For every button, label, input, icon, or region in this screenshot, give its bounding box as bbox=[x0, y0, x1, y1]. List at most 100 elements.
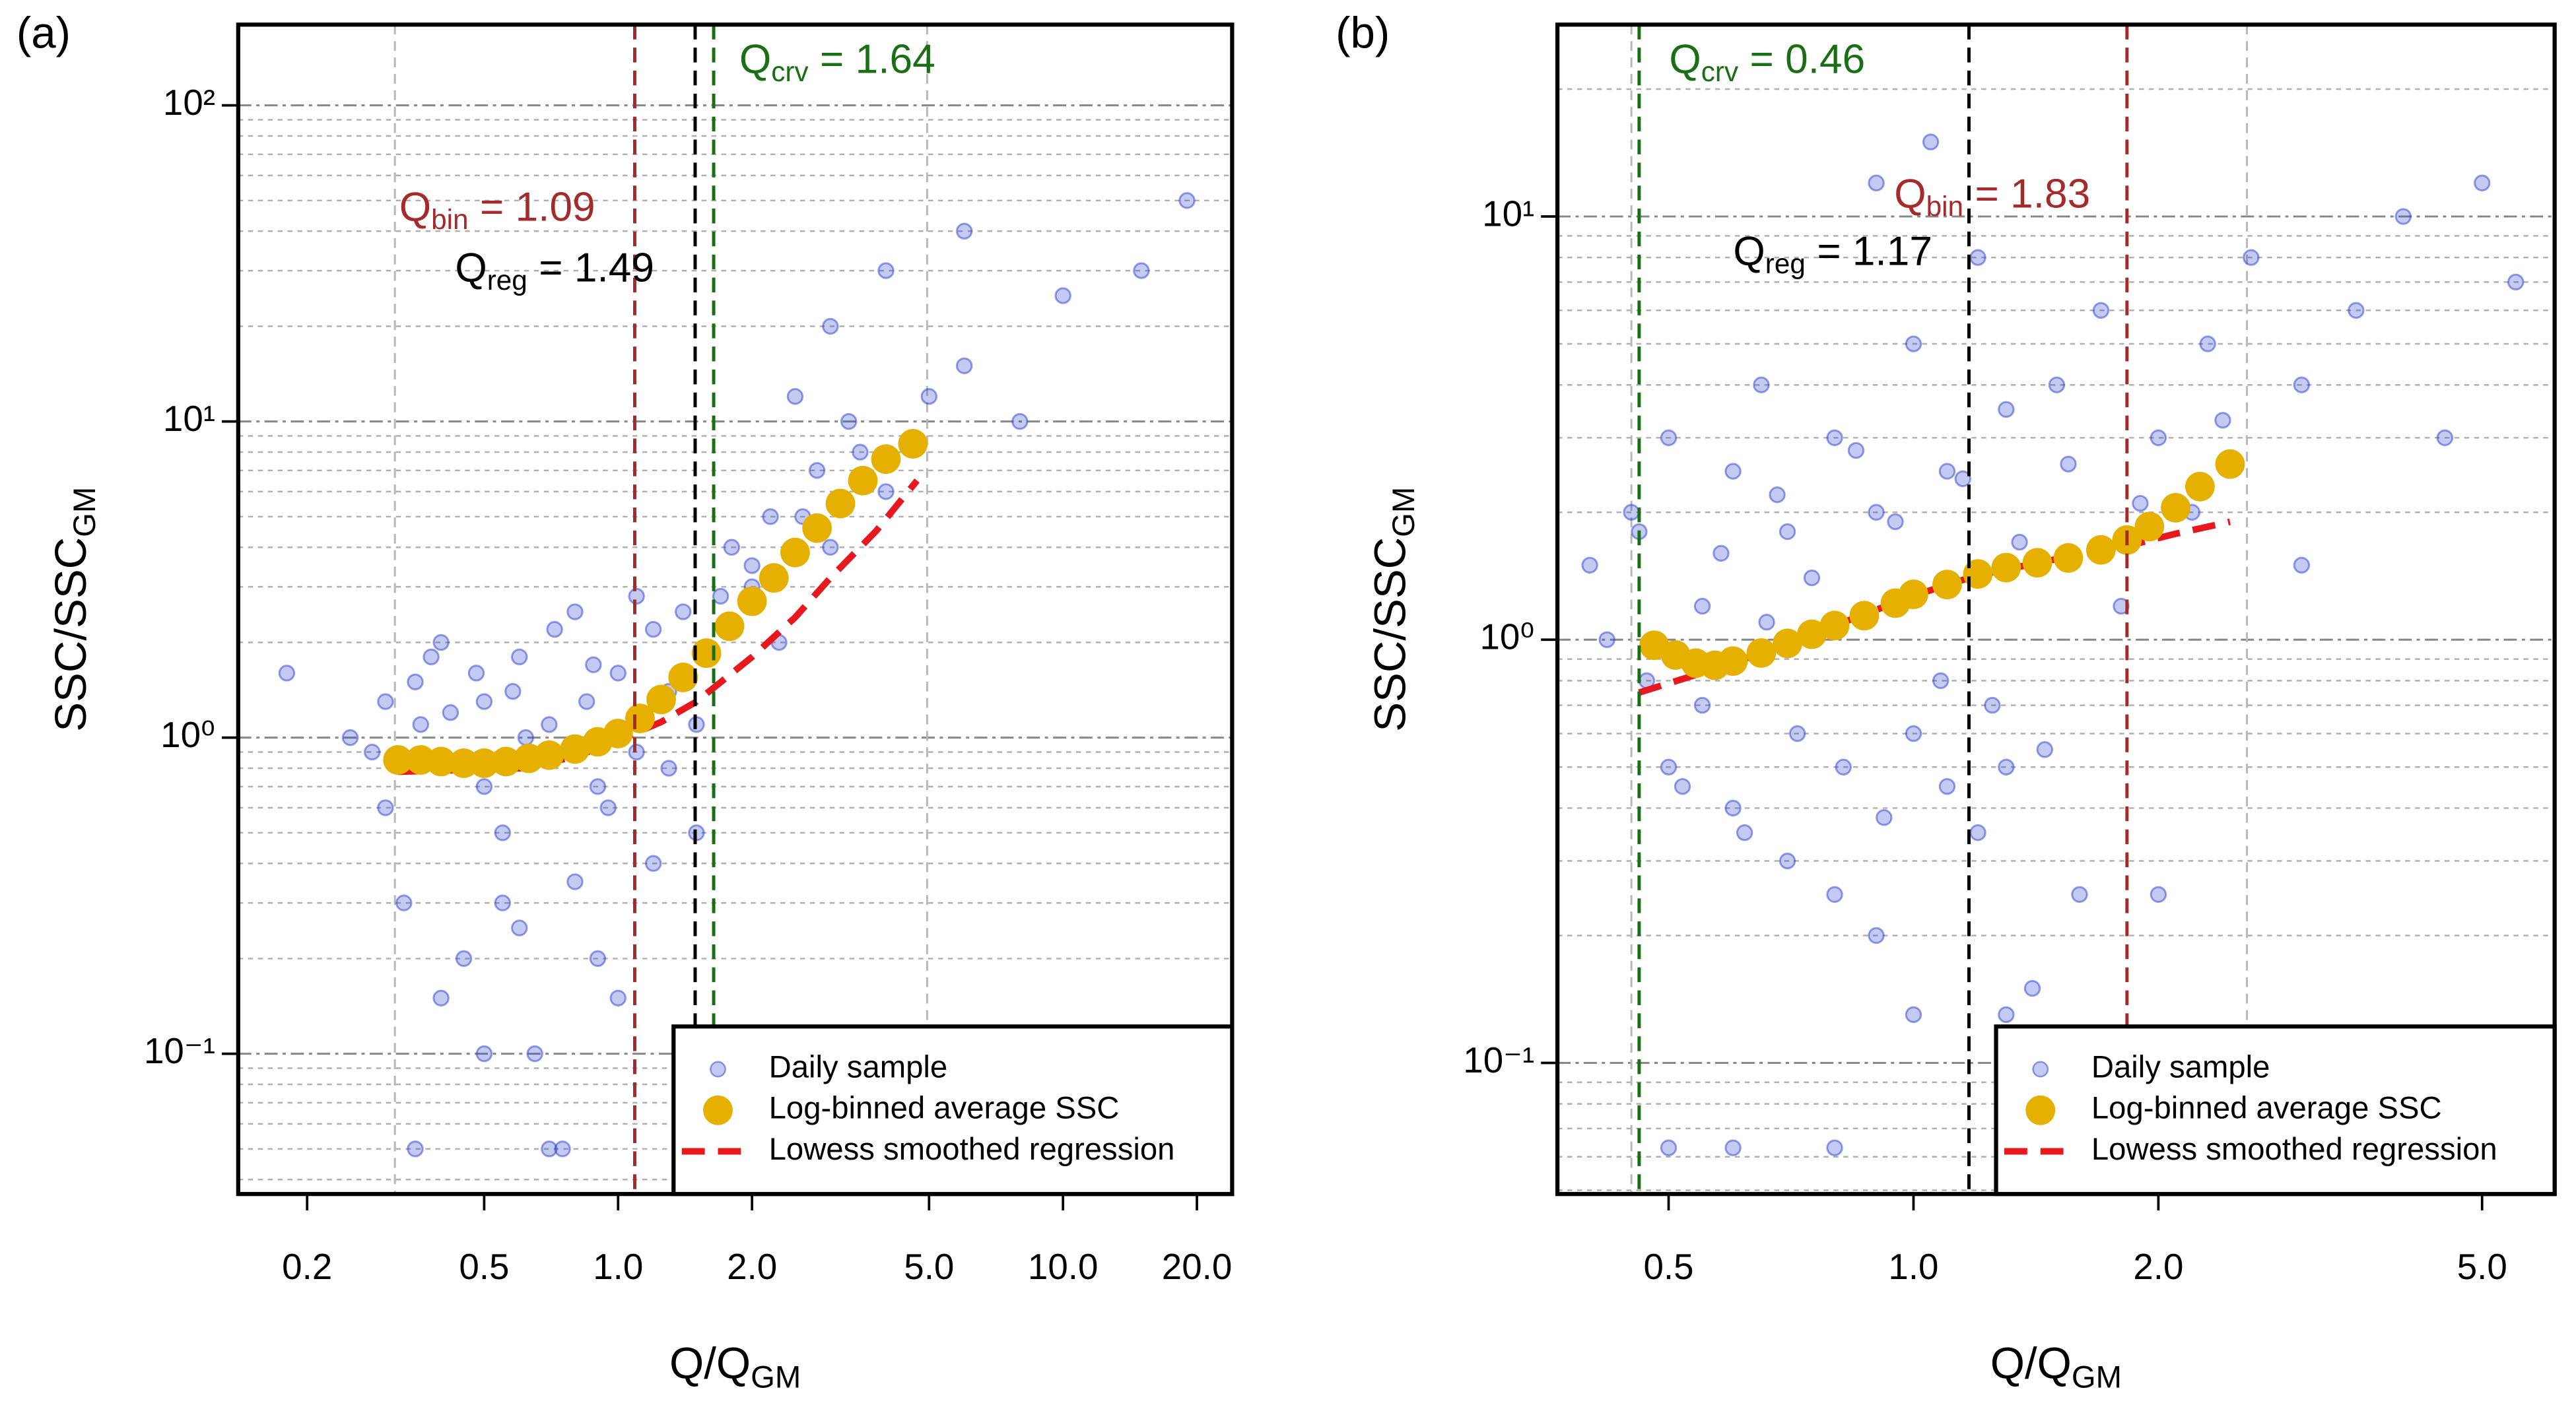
binned-point bbox=[780, 537, 810, 568]
sample-point bbox=[1826, 1139, 1843, 1156]
y-tick-label: 10⁰ bbox=[1479, 616, 1534, 657]
sample-point bbox=[578, 693, 595, 710]
y-tick-label: 10⁻¹ bbox=[144, 1030, 215, 1071]
threshold-label: Qreg = 1.17 bbox=[1733, 229, 1932, 279]
sample-point bbox=[1623, 504, 1640, 521]
binned-point bbox=[1746, 638, 1777, 668]
sample-point bbox=[517, 729, 535, 746]
x-tick-label: 10.0 bbox=[1028, 1246, 1099, 1287]
sample-point bbox=[1758, 614, 1775, 631]
threshold-name: Q bbox=[399, 185, 431, 230]
legend-label: Daily sample bbox=[2091, 1050, 2270, 1085]
threshold-label: Qcrv = 0.46 bbox=[1669, 37, 1865, 87]
binned-point bbox=[603, 719, 633, 748]
sample-point bbox=[432, 634, 450, 651]
sample-point bbox=[278, 665, 296, 682]
threshold-name: Q bbox=[1733, 229, 1765, 275]
sample-point bbox=[442, 704, 459, 721]
sample-point bbox=[644, 855, 662, 872]
sample-point bbox=[2150, 886, 2167, 904]
y-tick-label: 10² bbox=[163, 82, 215, 123]
sample-point bbox=[1803, 569, 1821, 587]
x-axis-label-sub: GM bbox=[2072, 1360, 2122, 1395]
sample-point bbox=[546, 620, 563, 638]
sample-point bbox=[762, 508, 779, 525]
sample-point bbox=[1969, 249, 1986, 266]
threshold-label: Qbin = 1.83 bbox=[1894, 172, 2090, 222]
legend-marker bbox=[710, 1061, 726, 1078]
sample-point bbox=[852, 444, 869, 461]
sample-point bbox=[504, 682, 522, 700]
sample-point bbox=[675, 603, 692, 620]
y-tick-label: 10¹ bbox=[163, 398, 215, 439]
binned-point bbox=[646, 684, 676, 715]
sample-point bbox=[467, 665, 485, 682]
threshold-label: Qreg = 1.49 bbox=[455, 246, 654, 296]
binned-point bbox=[625, 704, 655, 733]
sample-point bbox=[1788, 725, 1806, 742]
sample-point bbox=[1905, 335, 1922, 352]
y-axis-label-sub: GM bbox=[67, 487, 102, 537]
sample-point bbox=[2023, 979, 2041, 997]
sample-point bbox=[511, 919, 528, 937]
sample-point bbox=[723, 539, 740, 556]
sample-point bbox=[2060, 455, 2077, 473]
sample-point bbox=[1693, 597, 1711, 615]
x-axis-label-text: Q/Q bbox=[1990, 1338, 2072, 1388]
legend-label: Log-binned average SSC bbox=[2091, 1091, 2442, 1126]
threshold-sub: bin bbox=[1926, 191, 1963, 222]
sample-point bbox=[475, 778, 493, 795]
sample-point bbox=[822, 539, 839, 556]
sample-point bbox=[955, 222, 973, 240]
binned-point bbox=[848, 465, 878, 496]
x-axis-label: Q/QGM bbox=[669, 1338, 801, 1395]
sample-point bbox=[1011, 412, 1029, 430]
sample-point bbox=[955, 357, 973, 374]
sample-point bbox=[1660, 1139, 1678, 1156]
sample-point bbox=[377, 693, 394, 710]
sample-point bbox=[2036, 741, 2053, 758]
sample-point bbox=[494, 824, 511, 841]
threshold-name: Q bbox=[1894, 172, 1926, 217]
threshold-sub: reg bbox=[1765, 248, 1806, 279]
sample-point bbox=[1826, 886, 1843, 904]
legend-box bbox=[1994, 1024, 2557, 1197]
binned-point bbox=[1932, 570, 1962, 600]
sample-point bbox=[455, 950, 473, 968]
sample-point bbox=[1954, 470, 1971, 488]
y-tick-label: 10⁻¹ bbox=[1463, 1039, 1534, 1080]
sample-point bbox=[1724, 1139, 1742, 1156]
sample-point bbox=[1847, 442, 1865, 459]
y-axis-label-sub: GM bbox=[1387, 487, 1422, 537]
threshold-text: = 1.83 bbox=[1975, 172, 2091, 217]
threshold-text: = 1.09 bbox=[480, 185, 595, 230]
panel: 10⁻¹ 10⁰ 10¹ 10² 0.2 0.5 1.0 2.0 5.0 10.0 20.0 Qbin… bbox=[17, 9, 1235, 1395]
sample-point bbox=[609, 665, 627, 682]
threshold-text: = 0.46 bbox=[1750, 37, 1866, 82]
sample-point bbox=[609, 989, 627, 1006]
sample-point bbox=[1581, 556, 1598, 574]
sample-point bbox=[822, 317, 839, 335]
legend-marker bbox=[703, 1095, 733, 1125]
y-axis-label-text: SSC/SSC bbox=[1365, 537, 1415, 732]
threshold-sub: crv bbox=[1701, 56, 1738, 87]
y-axis-label: SSC/SSCGM bbox=[46, 487, 103, 732]
sample-point bbox=[1905, 1006, 1922, 1024]
threshold-text: = 1.17 bbox=[1817, 229, 1932, 275]
x-tick-label: 2.0 bbox=[2133, 1246, 2183, 1287]
sample-point bbox=[1178, 192, 1196, 209]
binned-point bbox=[668, 663, 698, 692]
panel: 10⁻¹ 10⁰ 10¹ 0.5 1.0 2.0 5.0 Qcrv = 0.46 Qreg = 1.… bbox=[1336, 9, 2557, 1395]
sample-point bbox=[1887, 513, 1904, 531]
binned-point bbox=[469, 748, 499, 778]
threshold-sub: bin bbox=[431, 204, 468, 235]
sample-point bbox=[1938, 463, 1956, 480]
sample-point bbox=[364, 743, 381, 761]
sample-point bbox=[1724, 463, 1742, 480]
sample-point bbox=[1998, 758, 2015, 775]
legend-label: Lowess smoothed regression bbox=[769, 1132, 1175, 1167]
x-tick-label: 5.0 bbox=[2457, 1246, 2507, 1287]
y-tick-label: 10¹ bbox=[1482, 193, 1534, 234]
sample-point bbox=[743, 557, 761, 574]
